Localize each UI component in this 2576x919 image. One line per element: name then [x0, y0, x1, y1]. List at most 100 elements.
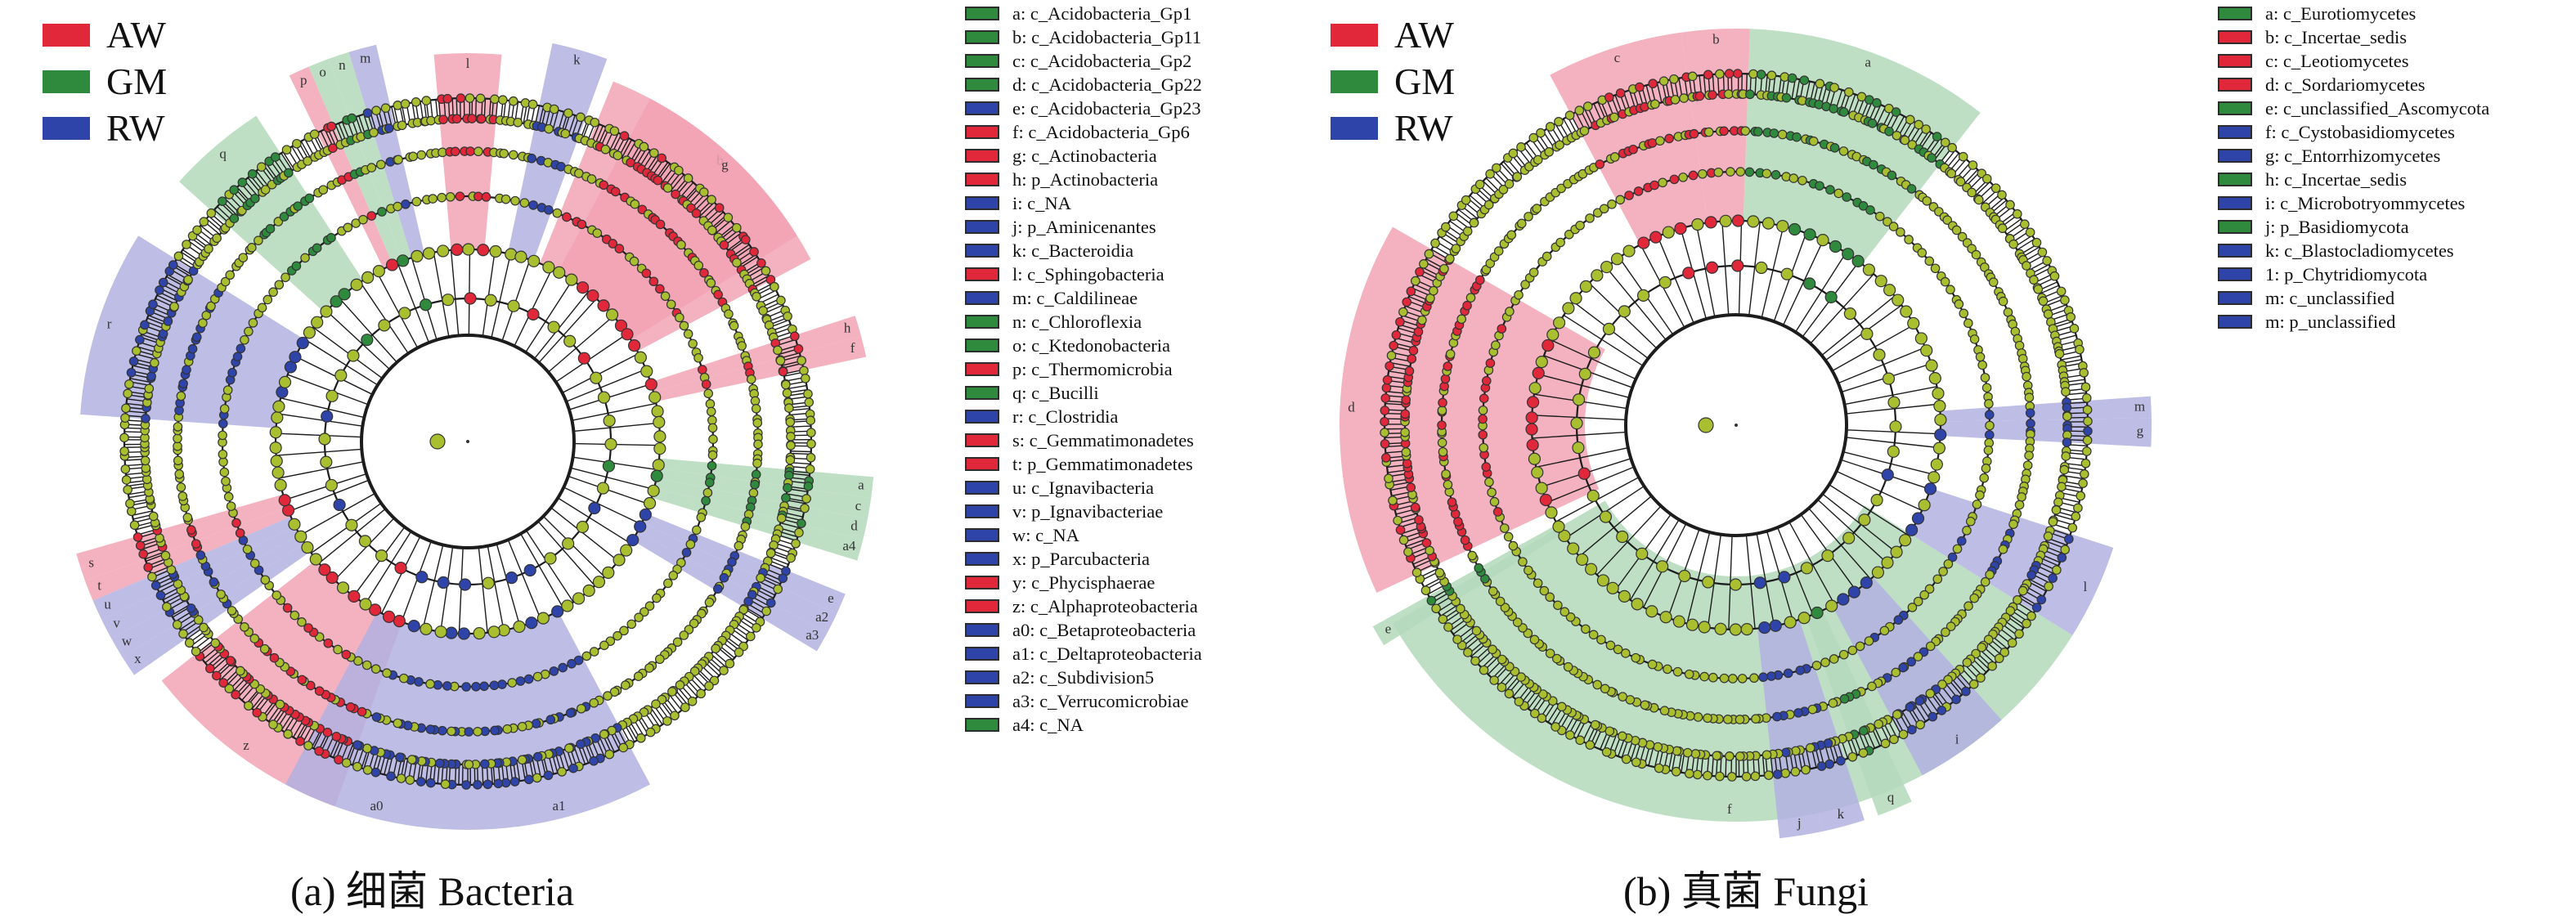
taxa-swatch [2218, 54, 2252, 68]
leaf-branch [1795, 78, 1801, 100]
taxon-node [1525, 411, 1538, 424]
taxa-legend-item: a: c_Eurotiomycetes [2218, 2, 2489, 25]
taxa-legend-item: i: c_NA [965, 191, 1202, 215]
taxon-node [1682, 267, 1695, 280]
taxon-node [1500, 603, 1510, 612]
taxon-node [1398, 535, 1409, 545]
taxon-node [2017, 353, 2028, 364]
taxon-node [1837, 593, 1850, 606]
taxon-node [1585, 740, 1595, 750]
taxon-node [1609, 152, 1620, 162]
taxon-node [247, 243, 257, 253]
taxon-node [1506, 230, 1517, 240]
taxon-node [1914, 332, 1928, 345]
taxon-node [1974, 195, 1984, 205]
inner-branch [279, 461, 364, 479]
leaf-branch [171, 604, 190, 616]
taxon-node [662, 183, 673, 193]
taxon-node [1565, 612, 1576, 622]
taxon-node [155, 590, 166, 600]
taxa-label: a3: c_Verrucomicrobiae [1012, 691, 1189, 711]
inner-branch [478, 547, 488, 633]
taxon-node [689, 618, 699, 629]
taxon-node [282, 603, 293, 613]
taxon-node [545, 715, 556, 725]
taxon-node [701, 495, 711, 506]
taxon-node [1591, 269, 1604, 282]
taxon-node [1575, 220, 1585, 231]
taxon-node [1649, 180, 1659, 191]
taxon-node [803, 388, 813, 399]
taxon-node [519, 198, 530, 208]
taxa-label: d: c_Sordariomycetes [2265, 74, 2426, 95]
taxon-node [475, 93, 486, 104]
taxon-node [1918, 499, 1931, 512]
taxon-node [204, 244, 213, 254]
leaf-branch [255, 170, 270, 188]
taxon-node [420, 622, 433, 635]
taxon-node [1784, 616, 1797, 629]
taxon-node [1972, 500, 1982, 509]
inner-branch [520, 533, 564, 609]
taxon-node [750, 479, 760, 490]
taxon-node [602, 460, 616, 473]
taxon-node [186, 603, 196, 613]
taxon-node [657, 153, 667, 164]
taxon-node [626, 533, 640, 547]
taxon-node [663, 578, 673, 589]
taxon-node [1735, 167, 1746, 177]
taxa-label: w: c_NA [1012, 525, 1079, 545]
taxon-node [1447, 497, 1457, 507]
taxon-node [1552, 520, 1565, 533]
taxon-node [1682, 747, 1693, 758]
taxon-node [707, 195, 716, 204]
inner-branch [1721, 221, 1730, 316]
node-layer [1380, 69, 2093, 782]
taxon-node [209, 577, 219, 587]
taxa-legend-item: k: c_Blastocladiomycetes [2218, 239, 2489, 262]
taxon-node [120, 413, 130, 423]
taxa-swatch [965, 718, 999, 732]
taxon-node [1465, 293, 1476, 303]
taxon-node [1928, 372, 1941, 385]
taxon-node [619, 131, 630, 141]
taxon-node [2060, 545, 2070, 555]
taxon-node [1636, 547, 1649, 560]
taxon-node [1747, 215, 1760, 228]
taxon-node [321, 410, 334, 423]
taxon-node [1905, 114, 1915, 125]
taxon-node [386, 771, 396, 782]
taxa-swatch [965, 362, 999, 376]
taxon-node [331, 732, 342, 742]
taxon-node [604, 437, 617, 451]
clade-label: x [134, 651, 141, 666]
taxon-node [1475, 275, 1485, 285]
taxon-node [806, 415, 816, 426]
inner-branch [1596, 505, 1662, 576]
taxon-node [393, 201, 402, 212]
taxon-node [653, 415, 666, 428]
taxon-node [1493, 246, 1504, 256]
inner-branch [1537, 374, 1630, 399]
taxon-node [174, 469, 185, 479]
taxon-node [220, 276, 231, 287]
taxon-node [1870, 494, 1883, 507]
taxon-node [1924, 584, 1935, 594]
leaf-branch [1745, 74, 1748, 95]
root-node [1698, 417, 1714, 433]
taxon-node [1954, 299, 1964, 309]
taxon-node [668, 571, 679, 581]
clade-label: f [850, 340, 855, 356]
taxon-node [1892, 710, 1902, 720]
taxon-node [473, 626, 486, 640]
taxon-node [1380, 393, 1391, 403]
taxa-label: x: p_Parcubacteria [1012, 549, 1151, 569]
taxon-node [1704, 216, 1717, 229]
taxon-node [1936, 706, 1947, 715]
taxon-node [1602, 322, 1616, 336]
taxon-node [1514, 697, 1524, 706]
taxon-node [801, 374, 810, 383]
inner-branch [562, 352, 640, 394]
